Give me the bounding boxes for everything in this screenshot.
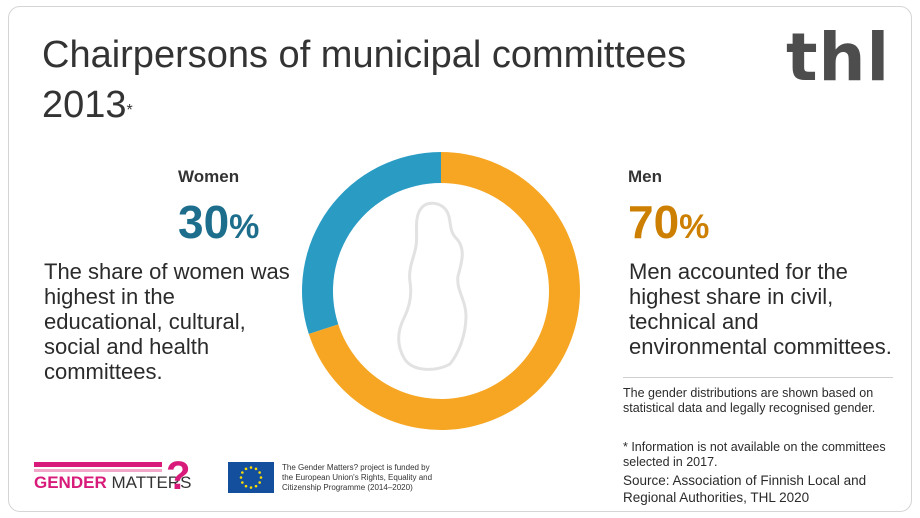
gender-matters-bold: GENDER: [34, 473, 107, 492]
men-desc-line: technical and: [629, 309, 759, 334]
finland-map-outline-icon: [397, 201, 468, 371]
men-description: Men accounted for the highest share in c…: [629, 259, 909, 359]
women-desc-line: social and health: [44, 334, 210, 359]
eu-text-line: The Gender Matters? project is funded by: [282, 463, 430, 472]
source-line: Source: Association of Finnish Local and: [623, 473, 867, 488]
eu-star: [244, 484, 248, 488]
asterisk-note: * Information is not available on the co…: [623, 440, 908, 470]
eu-star: [241, 471, 244, 474]
gender-matters-text: GENDER MATTERS: [34, 473, 191, 493]
women-desc-line: highest in the: [44, 284, 175, 309]
women-desc-line: committees.: [44, 359, 163, 384]
eu-star: [249, 486, 253, 489]
eu-funding-text: The Gender Matters? project is funded by…: [282, 463, 442, 493]
men-desc-line: environmental committees.: [629, 334, 892, 359]
women-label: Women: [178, 167, 240, 186]
note-line: The gender distributions are shown based…: [623, 386, 874, 400]
women-percent-symbol: %: [229, 208, 260, 246]
title-line2: 2013: [42, 84, 127, 126]
men-percent-value: 70: [628, 196, 680, 248]
gender-matters-logo: GENDER MATTERS ?: [34, 454, 194, 500]
logo-stripe: [34, 469, 162, 472]
source-note: Source: Association of Finnish Local and…: [623, 472, 903, 506]
logo-stripe: [34, 462, 162, 467]
eu-star: [241, 481, 244, 484]
eu-stars: [239, 466, 263, 489]
women-description: The share of women was highest in the ed…: [44, 259, 294, 384]
notes-divider: [623, 377, 893, 378]
eu-star: [254, 484, 258, 488]
eu-flag-icon: [228, 462, 274, 493]
title-asterisk: *: [126, 102, 133, 119]
eu-star: [258, 481, 261, 484]
note-line: selected in 2017.: [623, 455, 718, 469]
men-desc-line: Men accounted for the: [629, 259, 848, 284]
title-line1: Chairpersons of municipal committees: [42, 34, 687, 76]
donut-chart: [302, 152, 580, 430]
gender-distribution-note: The gender distributions are shown based…: [623, 386, 908, 416]
men-label: Men: [628, 167, 662, 186]
eu-star: [239, 476, 243, 479]
eu-star: [254, 467, 258, 471]
eu-star: [258, 471, 261, 474]
eu-star: [259, 476, 263, 479]
women-percent: 30%: [178, 197, 259, 252]
gender-matters-light: MATTERS: [106, 473, 192, 492]
donut-slice-women: [302, 152, 441, 334]
note-line: * Information is not available on the co…: [623, 440, 886, 454]
note-line: statistical data and legally recognised …: [623, 401, 876, 415]
thl-logo: thl: [786, 19, 891, 96]
page-title: Chairpersons of municipal committees 201…: [42, 30, 742, 130]
women-percent-value: 30: [178, 196, 230, 248]
source-line: Regional Authorities, THL 2020: [623, 490, 810, 505]
eu-text-line: Citizenship Programme (2014–2020): [282, 483, 413, 492]
donut-slices: [302, 152, 580, 430]
women-desc-line: educational, cultural,: [44, 309, 246, 334]
eu-star: [249, 466, 253, 469]
gender-matters-question-mark: ?: [166, 454, 191, 498]
eu-star: [244, 467, 248, 471]
men-percent-symbol: %: [679, 208, 710, 246]
men-desc-line: highest share in civil,: [629, 284, 834, 309]
women-desc-line: The share of women was: [44, 259, 290, 284]
eu-text-line: the European Union's Rights, Equality an…: [282, 473, 433, 482]
men-percent: 70%: [628, 197, 709, 252]
